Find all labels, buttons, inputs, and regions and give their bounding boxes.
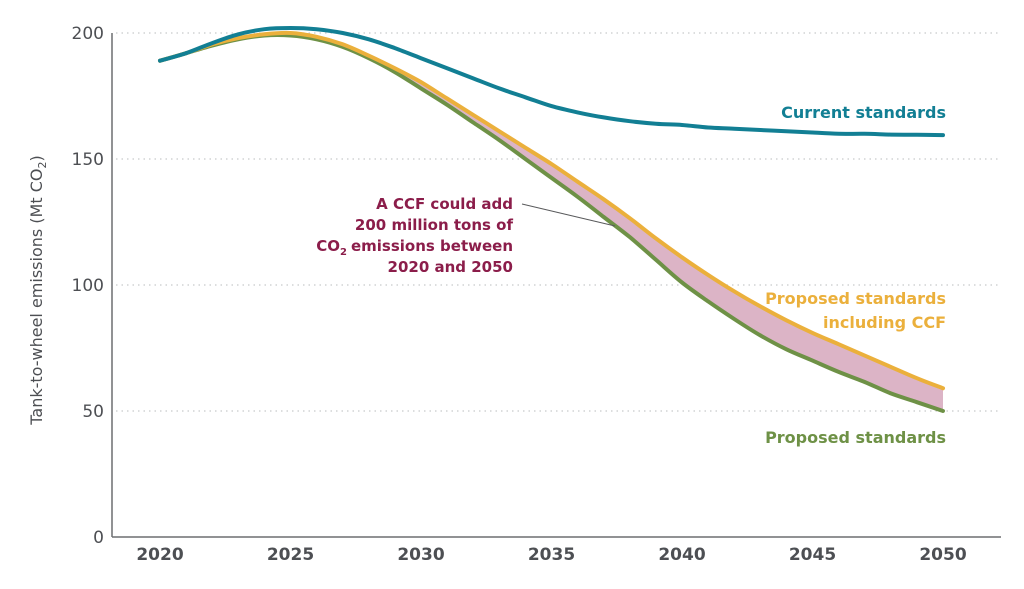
- annotation-co: CO: [316, 237, 340, 255]
- y-axis-label: Tank-to-wheel emissions (Mt CO2): [27, 155, 49, 425]
- ccf-gap-fill: [160, 32, 943, 411]
- x-tick-labels: 2020 2025 2030 2035 2040 2045 2050: [136, 545, 966, 565]
- y-tick-200: 200: [72, 24, 104, 44]
- x-tick-2025: 2025: [267, 545, 314, 565]
- label-current-standards-line1: Current standards: [781, 103, 946, 122]
- annotation-subscript: 2: [340, 247, 347, 258]
- annotation-line-1: A CCF could add: [376, 195, 513, 213]
- y-tick-150: 150: [72, 150, 104, 170]
- x-tick-2035: 2035: [528, 545, 575, 565]
- y-tick-50: 50: [82, 402, 104, 422]
- x-tick-2040: 2040: [658, 545, 705, 565]
- x-tick-2020: 2020: [136, 545, 183, 565]
- annotation-emissions: emissions between: [351, 237, 513, 255]
- gridlines: [116, 32, 1001, 412]
- x-tick-2030: 2030: [397, 545, 444, 565]
- annotation-line-2: 200 million tons of: [355, 216, 514, 234]
- ccf-gap-area: [160, 32, 943, 411]
- series-labels: Current standards Proposed standards incl…: [765, 103, 946, 447]
- label-current-standards: Current standards: [781, 103, 946, 122]
- line-current-standards: [158, 26, 945, 138]
- label-proposed-ccf-line2: including CCF: [823, 313, 946, 332]
- label-proposed-standards: Proposed standards: [765, 428, 946, 447]
- y-tick-0: 0: [93, 528, 104, 548]
- label-proposed-standards-line1: Proposed standards: [765, 428, 946, 447]
- label-proposed-ccf: Proposed standards including CCF: [765, 289, 946, 332]
- y-axis-label-subscript: 2: [36, 162, 49, 169]
- y-axis-label-text: Tank-to-wheel emissions (Mt CO: [27, 169, 46, 426]
- x-tick-2045: 2045: [789, 545, 836, 565]
- y-axis-label-close: ): [27, 155, 46, 161]
- annotation-leader-line: [521, 203, 616, 227]
- x-tick-2050: 2050: [919, 545, 966, 565]
- series-lines: [158, 26, 945, 413]
- annotation-line-3: CO2 emissions between: [316, 237, 513, 258]
- y-tick-labels: 0 50 100 150 200: [72, 24, 104, 548]
- axes: [111, 33, 1001, 538]
- label-proposed-ccf-line1: Proposed standards: [765, 289, 946, 308]
- ccf-annotation: A CCF could add 200 million tons of CO2 e…: [316, 195, 616, 276]
- y-tick-100: 100: [72, 276, 104, 296]
- line-proposed-standards: [158, 33, 945, 413]
- annotation-line-4: 2020 and 2050: [388, 258, 513, 276]
- line-proposed-ccf: [158, 30, 945, 391]
